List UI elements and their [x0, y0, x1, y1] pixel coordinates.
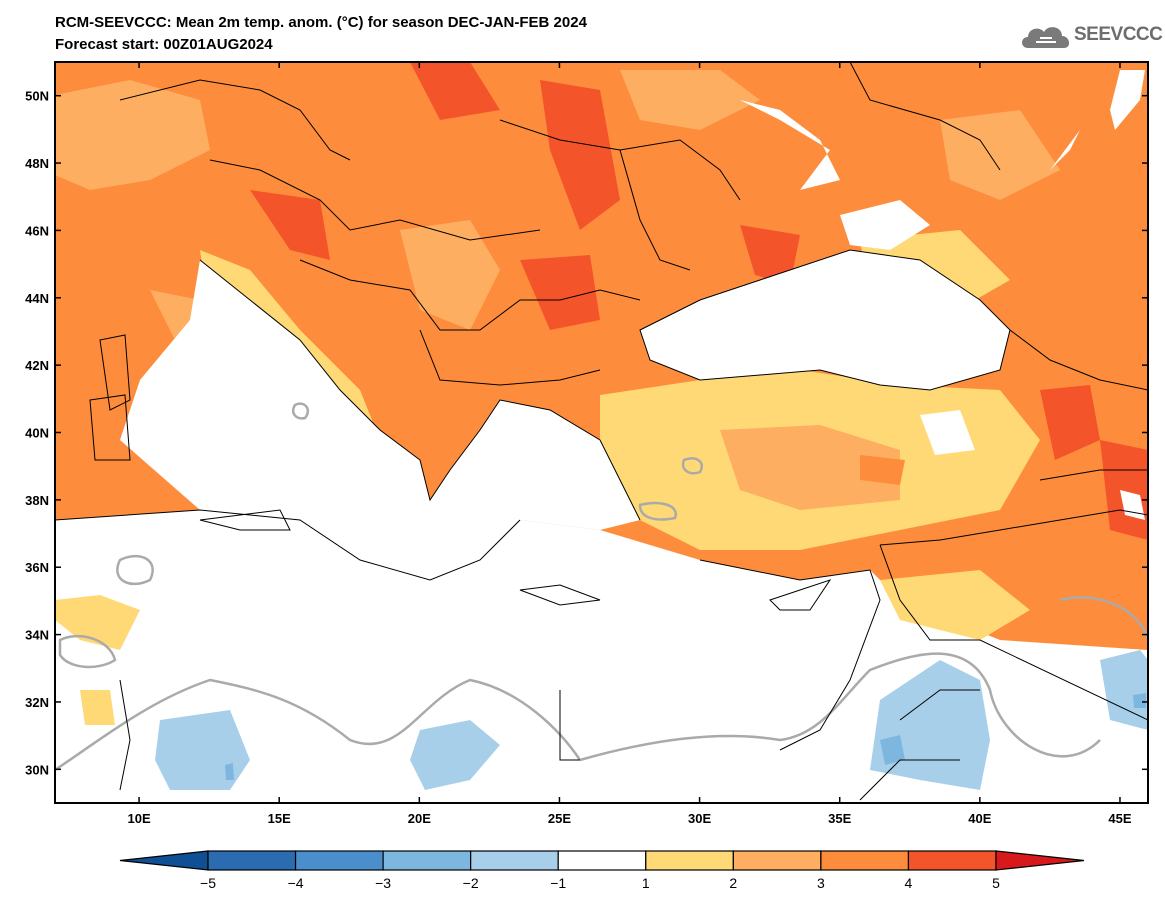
- lon-tick-label: 25E: [548, 811, 571, 826]
- colorbar-bin: [294, 850, 384, 871]
- colorbar-label: 3: [817, 875, 825, 891]
- lat-tick-label: 34N: [25, 628, 49, 643]
- colorbar-bin: [820, 850, 910, 871]
- lat-tick-label: 44N: [25, 291, 49, 306]
- lat-tick-label: 32N: [25, 695, 49, 710]
- lat-tick-label: 30N: [25, 762, 49, 777]
- lon-tick-label: 20E: [408, 811, 431, 826]
- colorbar-bin: [732, 850, 822, 871]
- colorbar: −5 −4 −3 −2 −1 1 2 3 4 5: [119, 850, 1085, 891]
- lat-tick-label: 38N: [25, 493, 49, 508]
- colorbar-label: −2: [463, 875, 479, 891]
- seevccc-logo: SEEVCCC: [1018, 20, 1163, 54]
- lat-tick-label: 42N: [25, 358, 49, 373]
- lat-tick-label: 46N: [25, 223, 49, 238]
- longitude-axis: 10E 15E 20E 25E 30E 35E 40E 45E: [128, 62, 1132, 826]
- lon-tick-label: 45E: [1108, 811, 1131, 826]
- coastlines-borders: [55, 62, 1148, 801]
- forecast-start: Forecast start: 00Z01AUG2024: [55, 36, 273, 53]
- colorbar-extend-low: [119, 850, 209, 871]
- lon-tick-label: 40E: [968, 811, 991, 826]
- colorbar-bin: [382, 850, 472, 871]
- lon-tick-label: 35E: [828, 811, 851, 826]
- lon-tick-label: 30E: [688, 811, 711, 826]
- colorbar-bin: [907, 850, 997, 871]
- colorbar-label: 5: [992, 875, 1000, 891]
- logo-text: SEEVCCC: [1074, 24, 1163, 45]
- colorbar-bin: [207, 850, 297, 871]
- zero-contours: [55, 402, 1148, 772]
- colorbar-label: 1: [642, 875, 650, 891]
- colorbar-label: −4: [288, 875, 304, 891]
- map-field: [55, 62, 1148, 803]
- colorbar-label: −3: [375, 875, 391, 891]
- colorbar-extend-high: [995, 850, 1085, 871]
- lat-tick-label: 50N: [25, 89, 49, 104]
- lon-tick-label: 10E: [128, 811, 151, 826]
- sea-of-azov: [840, 200, 930, 250]
- lat-tick-label: 36N: [25, 560, 49, 575]
- lat-tick-label: 48N: [25, 156, 49, 171]
- lat-tick-label: 40N: [25, 426, 49, 441]
- colorbar-bin: [557, 850, 647, 871]
- colorbar-bin: [645, 850, 734, 871]
- black-sea: [640, 250, 1010, 390]
- cloud-icon: [1022, 27, 1070, 48]
- colorbar-bin: [470, 850, 559, 871]
- adriatic-ionian-aegean: [120, 260, 640, 580]
- colorbar-label: 4: [905, 875, 913, 891]
- lon-tick-label: 15E: [268, 811, 291, 826]
- colorbar-label: 2: [729, 875, 737, 891]
- chart-title: RCM-SEEVCCC: Mean 2m temp. anom. (°C) fo…: [55, 14, 587, 31]
- colorbar-label: −5: [200, 875, 216, 891]
- latitude-axis: 50N 48N 46N 44N 42N 40N 38N 36N 34N 32N 30N: [25, 89, 1148, 777]
- colorbar-label: −1: [550, 875, 566, 891]
